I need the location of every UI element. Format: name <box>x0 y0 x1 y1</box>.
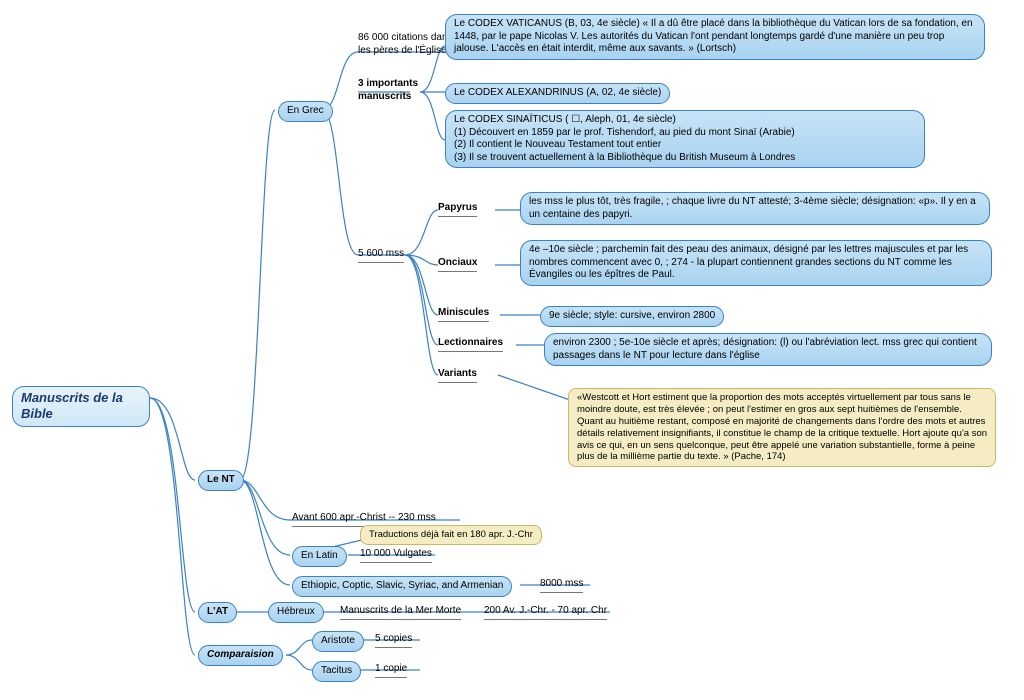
text-aristote-copies: 5 copies <box>375 633 412 648</box>
label-miniscules: Miniscules <box>438 307 489 322</box>
text-mer-morte: Manuscrits de la Mer Morte <box>340 605 461 620</box>
root-node: Manuscrits de la Bible <box>12 386 150 427</box>
node-onciaux: 4e –10e siècle ; parchemin fait des peau… <box>520 240 992 286</box>
node-alexandrinus: Le CODEX ALEXANDRINUS (A, 02, 4e siècle) <box>445 83 670 104</box>
node-nt: Le NT <box>198 470 244 491</box>
node-en-latin: En Latin <box>292 546 347 567</box>
node-lectionnaires: environ 2300 ; 5e-10e siècle et après; d… <box>544 333 992 366</box>
node-tacitus: Tacitus <box>312 661 361 682</box>
node-en-grec: En Grec <box>278 101 333 122</box>
label-papyrus: Papyrus <box>438 202 477 217</box>
label-3-importants: 3 importants manuscrits <box>358 78 428 103</box>
node-vaticanus: Le CODEX VATICANUS (B, 03, 4e siècle) « … <box>445 14 985 60</box>
node-aristote: Aristote <box>312 631 364 652</box>
note-latin: Traductions déjà fait en 180 apr. J.-Chr <box>360 525 542 545</box>
node-at: L'AT <box>198 602 237 623</box>
node-ethiopic: Ethiopic, Coptic, Slavic, Syriac, and Ar… <box>292 576 512 597</box>
node-comparaision: Comparaision <box>198 645 283 666</box>
label-onciaux: Onciaux <box>438 257 477 272</box>
text-8000-mss: 8000 mss <box>540 578 583 593</box>
node-papyrus: les mss le plus tôt, très fragile, ; cha… <box>520 192 990 225</box>
text-at-dates: 200 Av. J.-Chr. - 70 apr. Chr <box>484 605 607 620</box>
text-tacitus-copies: 1 copie <box>375 663 407 678</box>
node-sinaiticus: Le CODEX SINAÏTICUS ( ☐, Aleph, 01, 4e s… <box>445 110 925 168</box>
label-5600-mss: 5 600 mss <box>358 248 404 263</box>
text-vulgates: 10 000 Vulgates <box>360 548 432 563</box>
label-variants: Variants <box>438 368 477 383</box>
note-variants: «Westcott et Hort estiment que la propor… <box>568 388 996 467</box>
node-miniscules: 9e siècle; style: cursive, environ 2800 <box>540 306 724 327</box>
label-lectionnaires: Lectionnaires <box>438 337 503 352</box>
node-hebreux: Hébreux <box>268 602 324 623</box>
